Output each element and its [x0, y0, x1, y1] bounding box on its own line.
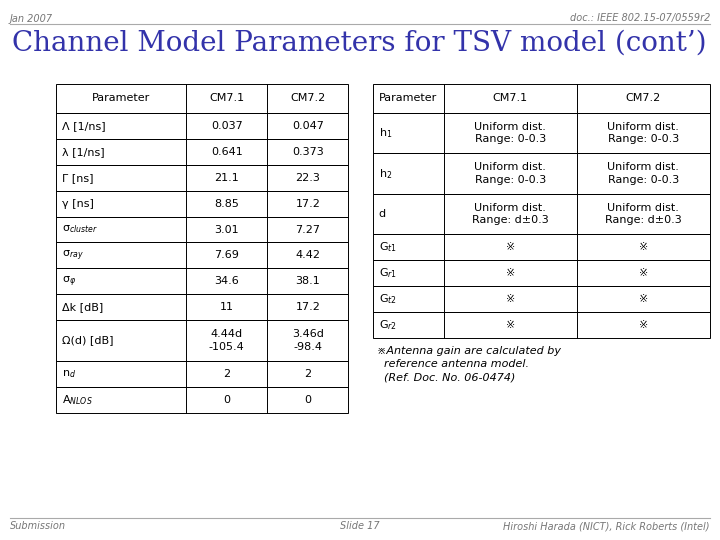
Text: ※: ※ [639, 268, 648, 278]
Bar [373, 153, 710, 194]
Text: Parameter: Parameter [379, 93, 438, 103]
Text: 0.047: 0.047 [292, 121, 324, 131]
Text: 7.27: 7.27 [295, 225, 320, 234]
Text: 2: 2 [223, 369, 230, 379]
Text: σ$_{ray}$: σ$_{ray}$ [62, 248, 84, 262]
Text: 17.2: 17.2 [295, 199, 320, 208]
Text: d: d [379, 209, 386, 219]
Text: 3.01: 3.01 [215, 225, 239, 234]
Bar [56, 320, 348, 361]
Text: 0.373: 0.373 [292, 147, 324, 157]
Bar [373, 113, 710, 153]
Text: CM7.2: CM7.2 [626, 93, 661, 103]
Text: γ [ns]: γ [ns] [62, 199, 94, 208]
Text: σ$_{φ}$: σ$_{φ}$ [62, 274, 76, 288]
Bar [373, 286, 710, 312]
Text: Slide 17: Slide 17 [340, 521, 380, 531]
Text: Channel Model Parameters for TSV model (cont’): Channel Model Parameters for TSV model (… [12, 30, 706, 57]
Text: 0: 0 [305, 395, 312, 404]
Text: G$_{t1}$: G$_{t1}$ [379, 240, 397, 254]
Text: Hiroshi Harada (NICT), Rick Roberts (Intel): Hiroshi Harada (NICT), Rick Roberts (Int… [503, 521, 710, 531]
Text: ※: ※ [639, 294, 648, 304]
Bar [56, 361, 348, 387]
Bar [56, 191, 348, 217]
Text: G$_{t2}$: G$_{t2}$ [379, 292, 397, 306]
Text: ※: ※ [505, 242, 515, 252]
Text: Uniform dist.
Range: 0-0.3: Uniform dist. Range: 0-0.3 [608, 122, 679, 144]
Bar [373, 260, 710, 286]
Text: ※: ※ [505, 320, 515, 330]
Bar [56, 217, 348, 242]
Text: Uniform dist.
Range: 0-0.3: Uniform dist. Range: 0-0.3 [474, 122, 546, 144]
Text: 34.6: 34.6 [215, 276, 239, 286]
Text: A$_{NLOS}$: A$_{NLOS}$ [62, 393, 93, 407]
Bar [56, 84, 348, 113]
Text: Δk [dB]: Δk [dB] [62, 302, 103, 312]
Text: Ω(d) [dB]: Ω(d) [dB] [62, 335, 114, 346]
Text: doc.: IEEE 802.15-07/0559r2: doc.: IEEE 802.15-07/0559r2 [570, 14, 710, 24]
Text: 0: 0 [223, 395, 230, 404]
Text: σ$_{cluster}$: σ$_{cluster}$ [62, 224, 98, 235]
Bar [56, 139, 348, 165]
Text: ※Antenna gain are calculated by
  reference antenna model.
  (Ref. Doc. No. 06-0: ※Antenna gain are calculated by referenc… [377, 346, 561, 382]
Text: 7.69: 7.69 [215, 251, 239, 260]
Text: h$_{1}$: h$_{1}$ [379, 126, 392, 140]
Text: n$_{d}$: n$_{d}$ [62, 368, 76, 380]
Bar [56, 165, 348, 191]
Text: Uniform dist.
Range: d±0.3: Uniform dist. Range: d±0.3 [605, 203, 682, 225]
Text: 11: 11 [220, 302, 234, 312]
Text: Γ [ns]: Γ [ns] [62, 173, 94, 183]
Text: 2: 2 [305, 369, 312, 379]
Text: CM7.1: CM7.1 [210, 93, 244, 103]
Text: Uniform dist.
Range: d±0.3: Uniform dist. Range: d±0.3 [472, 203, 549, 225]
Text: CM7.1: CM7.1 [492, 93, 528, 103]
Bar [56, 294, 348, 320]
Text: Uniform dist.
Range: 0-0.3: Uniform dist. Range: 0-0.3 [608, 163, 679, 185]
Text: 17.2: 17.2 [295, 302, 320, 312]
Text: Λ [1/ns]: Λ [1/ns] [62, 121, 106, 131]
Text: 0.037: 0.037 [211, 121, 243, 131]
Text: 21.1: 21.1 [215, 173, 239, 183]
Text: 8.85: 8.85 [215, 199, 239, 208]
Bar [56, 113, 348, 139]
Text: Parameter: Parameter [92, 93, 150, 103]
Text: 4.42: 4.42 [295, 251, 320, 260]
Text: 38.1: 38.1 [295, 276, 320, 286]
Text: 22.3: 22.3 [295, 173, 320, 183]
Text: ※: ※ [505, 294, 515, 304]
Text: Jan 2007: Jan 2007 [10, 14, 53, 24]
Bar [373, 234, 710, 260]
Bar [373, 84, 710, 113]
Text: ※: ※ [639, 242, 648, 252]
Bar [373, 194, 710, 234]
Text: 4.44d
-105.4: 4.44d -105.4 [209, 329, 245, 352]
Text: Submission: Submission [10, 521, 66, 531]
Text: 3.46d
-98.4: 3.46d -98.4 [292, 329, 324, 352]
Bar [373, 312, 710, 338]
Text: G$_{r1}$: G$_{r1}$ [379, 266, 397, 280]
Text: Uniform dist.
Range: 0-0.3: Uniform dist. Range: 0-0.3 [474, 163, 546, 185]
Bar [56, 387, 348, 413]
Text: ※: ※ [639, 320, 648, 330]
Text: G$_{r2}$: G$_{r2}$ [379, 318, 397, 332]
Text: ※: ※ [505, 268, 515, 278]
Text: λ [1/ns]: λ [1/ns] [62, 147, 104, 157]
Text: 0.641: 0.641 [211, 147, 243, 157]
Bar [56, 242, 348, 268]
Bar [56, 268, 348, 294]
Text: CM7.2: CM7.2 [290, 93, 325, 103]
Text: h$_{2}$: h$_{2}$ [379, 167, 392, 180]
